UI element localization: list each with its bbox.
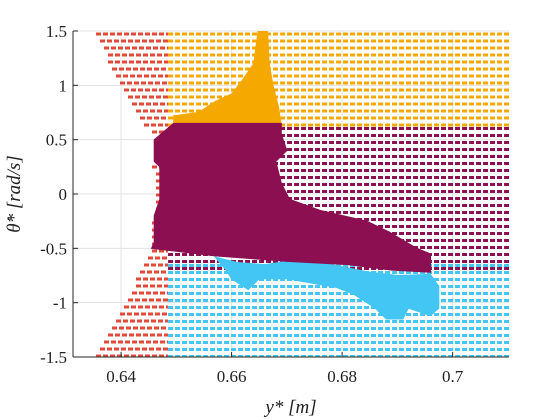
y-tick-label: 0.5	[46, 131, 67, 150]
x-tick-label: 0.7	[442, 367, 464, 386]
plot-area	[96, 31, 509, 357]
y-tick-label: 0	[59, 185, 68, 204]
dark-red-solid-region	[150, 122, 431, 273]
x-tick-label: 0.66	[217, 367, 247, 386]
y-axis-label: θ̇* [rad/s]	[4, 155, 25, 232]
y-tick-label: 1	[59, 76, 68, 95]
axes	[72, 30, 509, 358]
orange-solid-region	[173, 31, 282, 128]
x-axis-label: y* [m]	[263, 397, 316, 418]
red-dashed-region	[96, 32, 169, 357]
light-blue-solid-region	[213, 256, 440, 320]
x-tick-label: 0.64	[106, 367, 136, 386]
y-tick-label: -0.5	[40, 239, 67, 258]
y-tick-label: -1.5	[40, 348, 67, 367]
y-tick-label: -1	[53, 294, 67, 313]
y-tick-label: 1.5	[46, 22, 67, 41]
x-tick-label: 0.68	[327, 367, 357, 386]
